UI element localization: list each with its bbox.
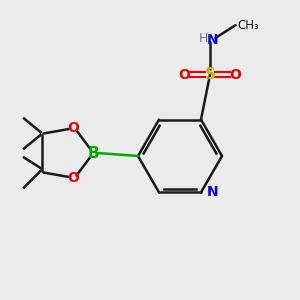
Text: H: H	[199, 32, 208, 45]
Text: O: O	[68, 172, 80, 185]
Text: N: N	[207, 185, 219, 200]
Text: O: O	[68, 121, 80, 134]
Text: O: O	[230, 68, 242, 82]
Text: O: O	[178, 68, 190, 82]
Text: B: B	[87, 146, 99, 160]
Text: N: N	[207, 33, 218, 47]
Text: CH₃: CH₃	[237, 19, 259, 32]
Text: S: S	[205, 67, 215, 82]
